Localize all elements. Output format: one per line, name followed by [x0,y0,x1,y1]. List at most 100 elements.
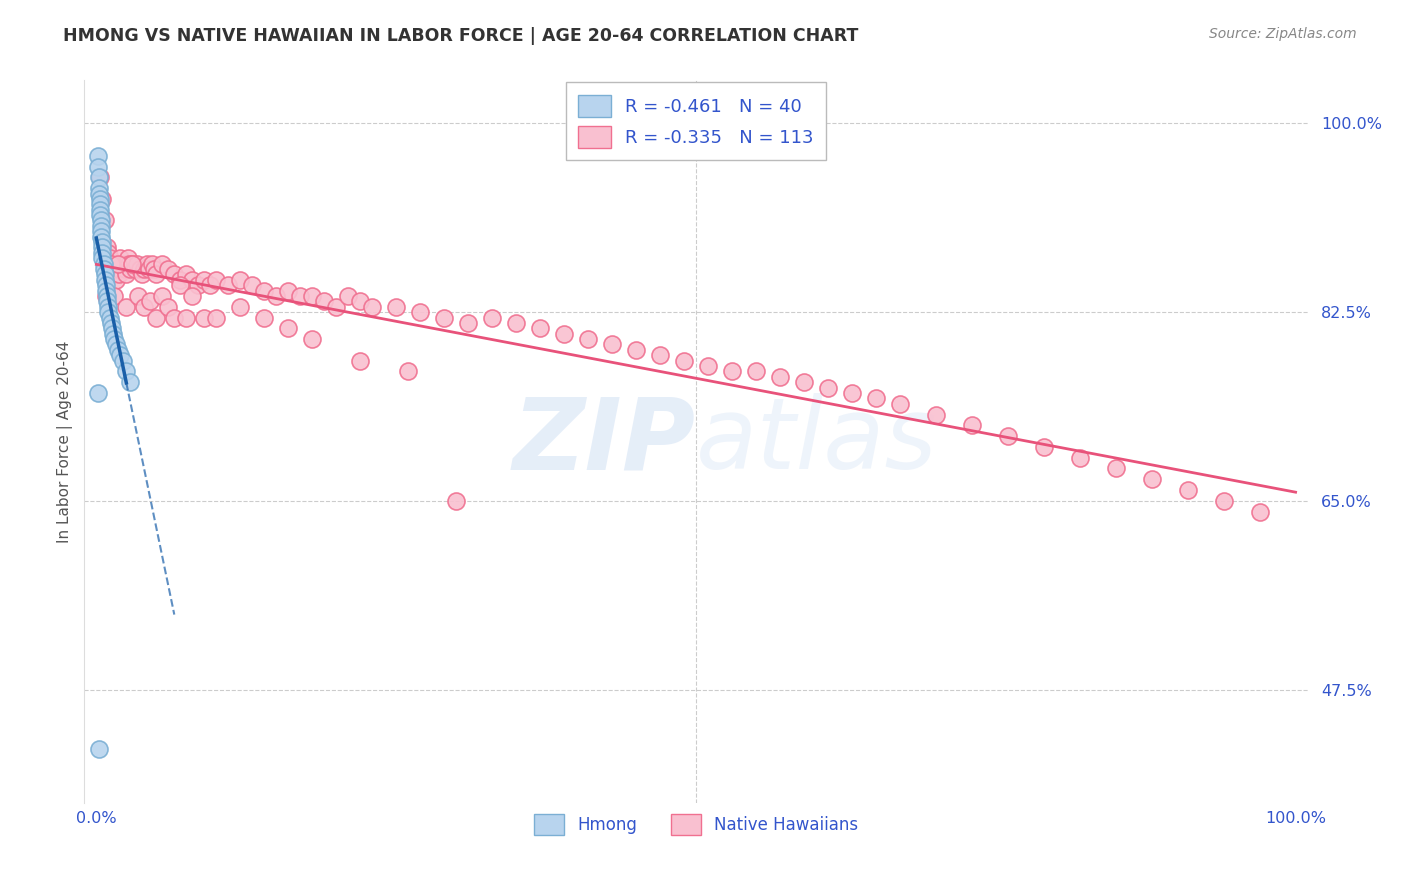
Point [134,300,156,314]
Point [721,364,744,378]
Point [157,262,180,277]
Point [91,245,114,260]
Point [89,208,111,222]
Point [107,257,129,271]
Point [745,364,768,378]
Point [193,310,215,325]
Point [118,262,141,277]
Point [117,251,139,265]
Point [104,273,127,287]
Point [103,332,125,346]
Point [648,348,671,362]
Point [118,257,141,271]
Point [150,257,173,271]
Point [205,310,228,325]
Point [87,186,110,201]
Point [385,300,408,314]
Point [90,224,112,238]
Point [96,294,118,309]
Point [1249,505,1271,519]
Point [97,245,120,260]
Point [325,300,347,314]
Point [142,262,165,277]
Point [101,326,124,341]
Point [529,321,551,335]
Point [1177,483,1199,497]
Point [89,192,111,206]
Point [131,268,153,282]
Y-axis label: In Labor Force | Age 20-64: In Labor Force | Age 20-64 [58,341,73,542]
Point [841,386,863,401]
Point [290,289,312,303]
Point [86,149,108,163]
Point [925,408,948,422]
Point [107,262,129,277]
Point [817,381,839,395]
Point [97,300,120,314]
Point [145,268,167,282]
Point [138,262,160,277]
Point [91,235,114,249]
Point [1212,493,1234,508]
Point [301,332,323,346]
Point [457,316,479,330]
Point [793,376,815,390]
Point [253,284,276,298]
Point [505,316,527,330]
Point [93,257,115,271]
Point [121,257,143,271]
Point [105,257,128,271]
Point [93,273,117,287]
Point [157,300,180,314]
Point [697,359,720,373]
Point [181,289,204,303]
Point [86,386,108,401]
Point [1032,440,1054,454]
Point [128,262,150,277]
Point [145,310,167,325]
Point [169,273,191,287]
Point [163,268,186,282]
Point [600,337,623,351]
Point [93,262,115,277]
Point [91,251,114,265]
Point [150,289,173,303]
Point [111,257,134,271]
Point [93,268,117,282]
Point [349,353,371,368]
Point [104,337,127,351]
Point [93,213,117,227]
Point [865,392,887,406]
Point [115,268,138,282]
Point [314,294,336,309]
Point [229,273,252,287]
Point [96,289,118,303]
Text: ZIP: ZIP [513,393,696,490]
Point [139,294,162,309]
Point [553,326,575,341]
Point [97,305,120,319]
Point [87,170,110,185]
Text: atlas: atlas [696,393,938,490]
Point [107,343,129,357]
Point [98,310,121,325]
Point [94,278,117,293]
Point [103,289,125,303]
Point [110,348,132,362]
Point [229,300,252,314]
Point [361,300,384,314]
Point [576,332,599,346]
Point [409,305,432,319]
Point [98,251,121,265]
Point [277,321,299,335]
Point [200,278,222,293]
Point [94,245,117,260]
Point [433,310,456,325]
Point [94,289,117,303]
Point [87,181,110,195]
Point [1140,472,1163,486]
Text: Source: ZipAtlas.com: Source: ZipAtlas.com [1209,27,1357,41]
Point [253,310,276,325]
Point [91,240,114,254]
Point [114,262,136,277]
